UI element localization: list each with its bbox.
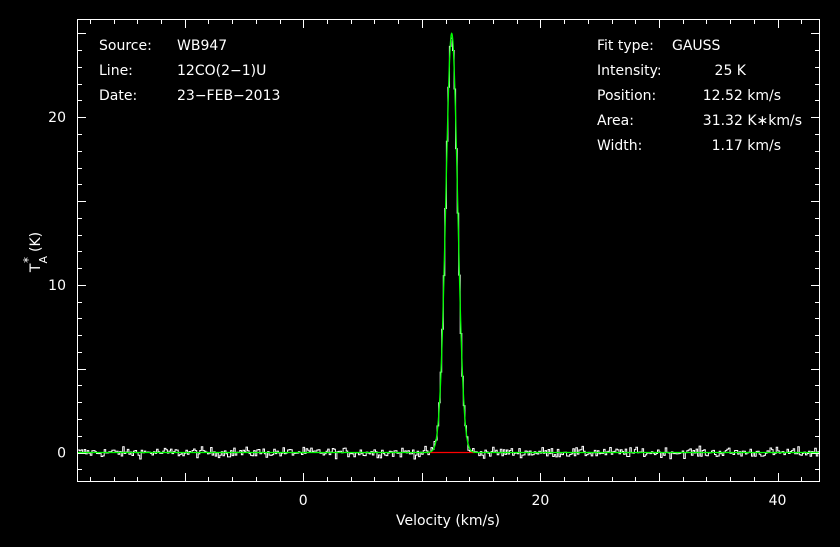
svg-text:TA*(K): TA* (K) (21, 232, 50, 273)
date-value: 23−FEB−2013 (177, 88, 280, 104)
y-tick-label: 10 (48, 278, 66, 294)
source-value: WB947 (177, 38, 227, 54)
intensity-value: 25 K (715, 63, 747, 79)
x-tick-label: 40 (769, 493, 787, 509)
info-left: Source: WB947 Line: 12CO(2−1)U Date: 23−… (99, 38, 280, 104)
fit-type-value: GAUSS (672, 38, 721, 54)
y-tick-labels: 0 10 20 (48, 110, 66, 461)
x-axis-label: Velocity (km/s) (396, 513, 500, 529)
line-value: 12CO(2−1)U (177, 63, 266, 79)
position-label: Position: (597, 88, 656, 104)
x-tick-label: 0 (299, 493, 308, 509)
y-axis-label-sup: * (21, 257, 35, 263)
y-axis-label-sub: A (37, 256, 50, 264)
x-tick-labels: 0 20 40 (299, 493, 787, 509)
fit-type-label: Fit type: (597, 38, 654, 54)
position-value: 12.52 km/s (703, 88, 781, 104)
info-right: Fit type: GAUSS Intensity: 25 K Position… (597, 38, 802, 154)
gaussian-fit-line (78, 32, 819, 454)
width-label: Width: (597, 138, 642, 154)
y-axis-label: TA* (K) (21, 232, 50, 273)
line-label: Line: (99, 63, 133, 79)
width-value: 1.17 km/s (712, 138, 781, 154)
axis-ticks (78, 20, 819, 481)
plot-frame (77, 19, 820, 482)
y-tick-label: 20 (48, 110, 66, 126)
y-axis-label-main: T (28, 263, 44, 273)
area-label: Area: (597, 113, 634, 129)
intensity-label: Intensity: (597, 63, 662, 79)
y-tick-label: 0 (57, 446, 66, 462)
source-label: Source: (99, 38, 152, 54)
area-value: 31.32 K∗km/s (703, 113, 802, 129)
y-axis-label-unit: (K) (28, 232, 44, 252)
x-tick-label: 20 (531, 493, 549, 509)
date-label: Date: (99, 88, 137, 104)
